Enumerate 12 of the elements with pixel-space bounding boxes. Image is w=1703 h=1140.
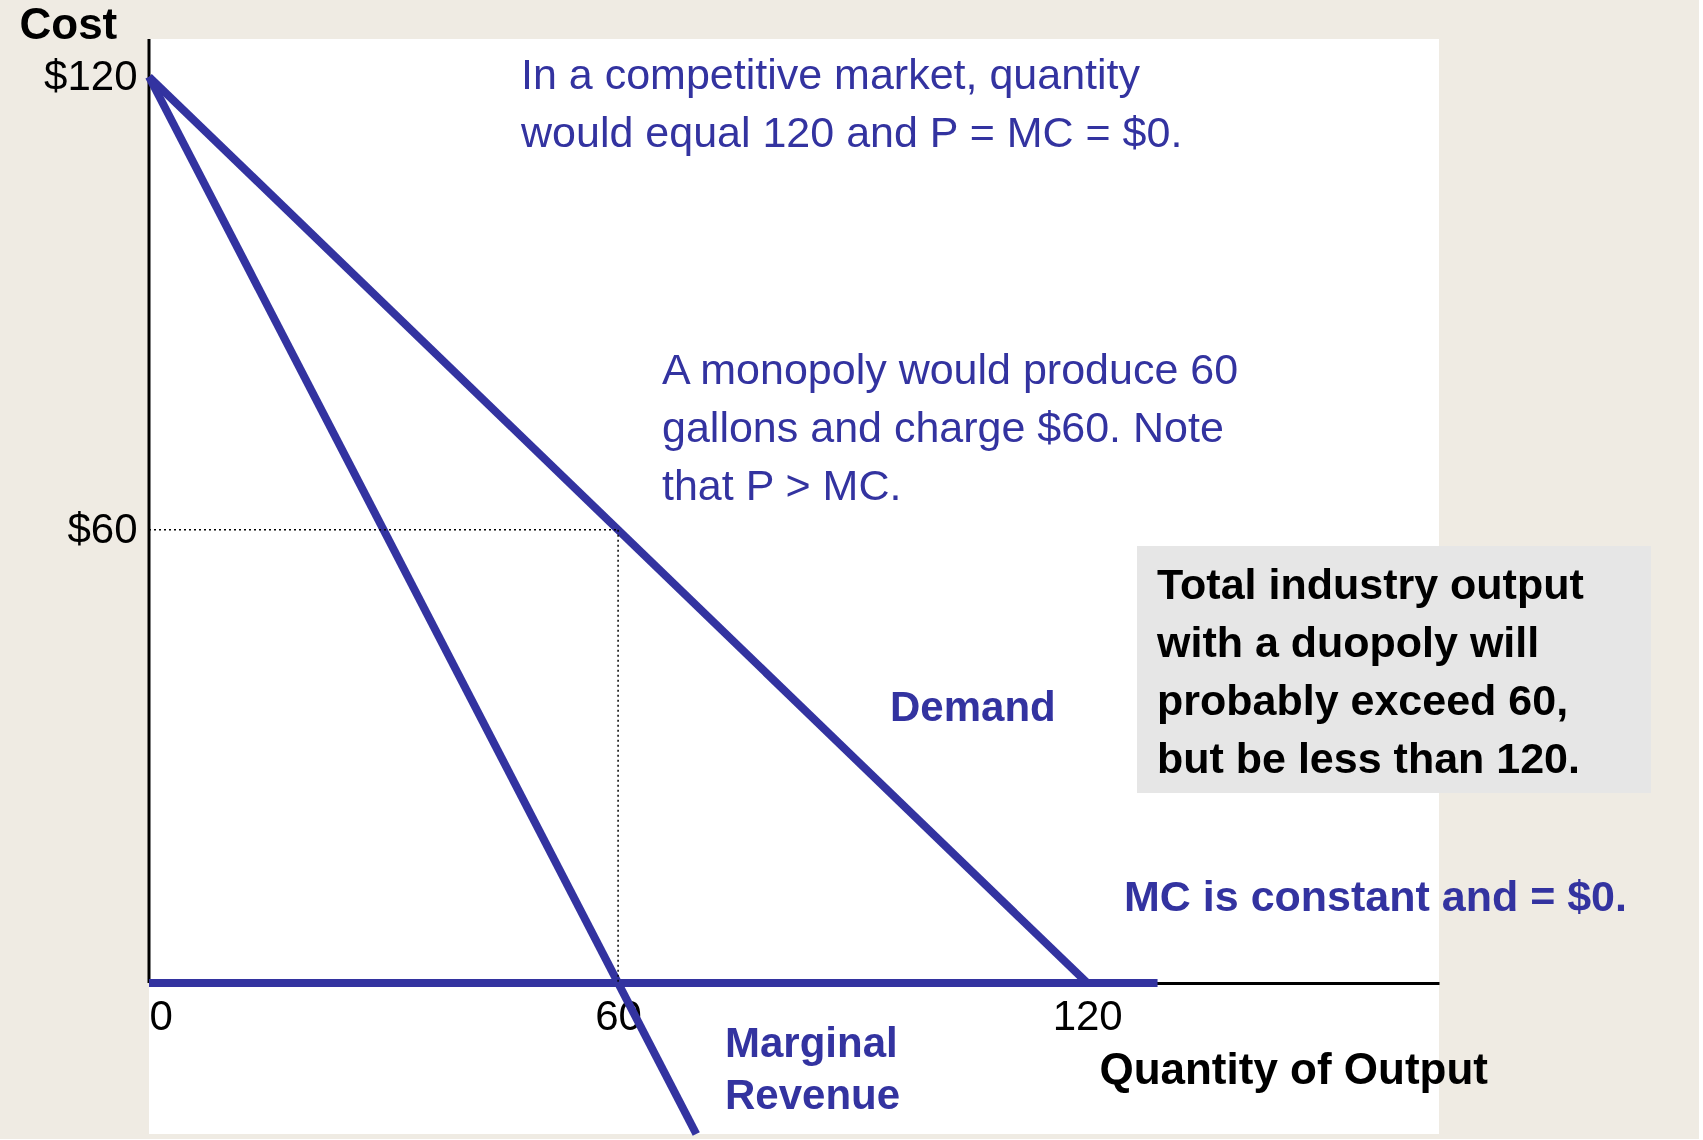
x-tick-label: 120 (1052, 992, 1123, 1040)
y-tick-label: $60 (67, 505, 138, 553)
series-label: Demand (890, 683, 1056, 730)
series-label: Marginal Revenue (725, 1019, 901, 1118)
y-tick-label: $120 (44, 52, 138, 100)
annotation: MC is constant and = $0. (1124, 872, 1627, 920)
x-tick-label: 0 (149, 992, 173, 1040)
annotation: In a competitive market, quantity would equal 120 and P = MC = $0. (520, 50, 1183, 156)
annotation: Total industry output with a duopoly will probably exceed 60, but be less than 120. (1156, 560, 1584, 782)
y-axis-title: Cost (19, 0, 118, 48)
annotation: A monopoly would produce 60 gallons and charge $60. Note that P > MC. (662, 345, 1239, 509)
x-axis-title: Quantity of Output (1099, 1044, 1489, 1094)
